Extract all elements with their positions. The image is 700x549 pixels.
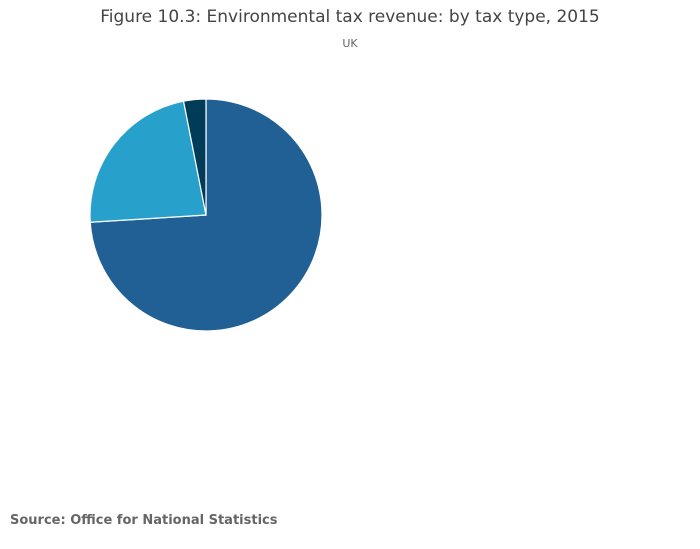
chart-title: Figure 10.3: Environmental tax revenue: … [100, 7, 600, 27]
chart-subtitle: UK [342, 37, 358, 50]
pie-slice-2 [182, 98, 207, 216]
pie-slice-1 [89, 100, 207, 223]
source-note: Source: Office for National Statistics [10, 513, 278, 528]
